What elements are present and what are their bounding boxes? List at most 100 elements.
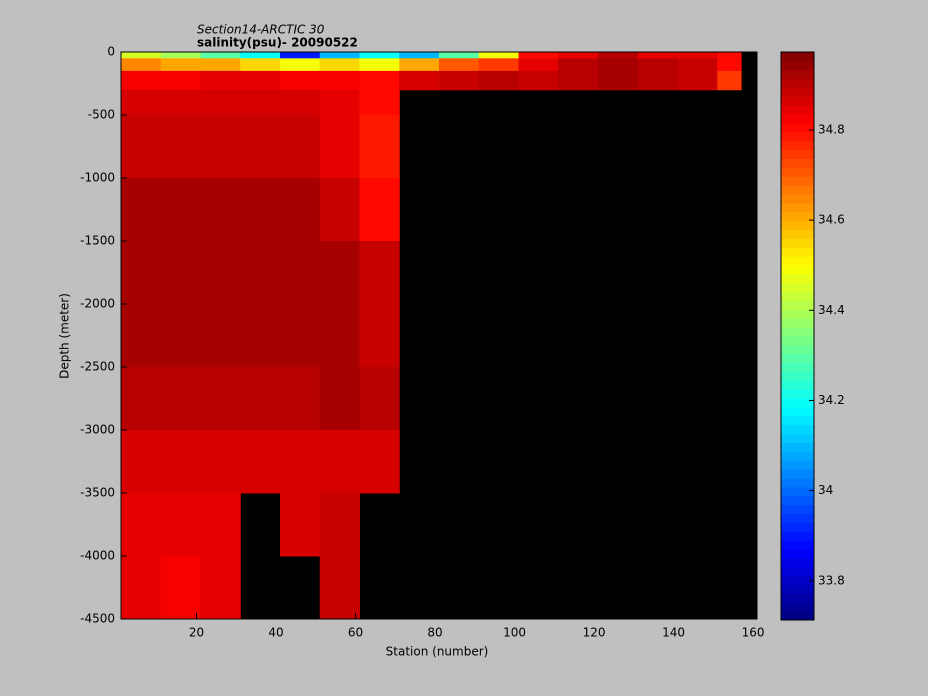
colorbar-swatch xyxy=(781,300,814,310)
colorbar-swatch xyxy=(781,309,814,319)
colorbar-swatch xyxy=(781,549,814,559)
cell xyxy=(280,58,321,72)
colorbar-swatch xyxy=(781,265,814,275)
cell xyxy=(280,241,321,305)
cell xyxy=(200,556,241,620)
x-tick-label: 160 xyxy=(742,626,765,640)
colorbar-swatch xyxy=(781,611,814,621)
cell xyxy=(280,304,321,368)
colorbar-swatch xyxy=(781,460,814,470)
cell xyxy=(240,241,281,305)
colorbar-swatch xyxy=(781,522,814,532)
colorbar-swatch xyxy=(781,211,814,222)
y-tick-label: -1500 xyxy=(80,234,115,248)
heatmap xyxy=(121,52,742,620)
colorbar-swatch xyxy=(781,602,814,612)
cell xyxy=(319,241,360,305)
cell xyxy=(240,115,281,179)
cell xyxy=(319,493,360,557)
cell xyxy=(399,58,440,72)
cell xyxy=(359,178,400,242)
cell xyxy=(359,304,400,368)
cell xyxy=(598,58,639,72)
y-tick-label: -500 xyxy=(88,108,115,122)
colorbar-swatch xyxy=(781,371,814,381)
colorbar-swatch xyxy=(781,433,814,443)
cell xyxy=(240,178,281,242)
colorbar-tick-label: 33.8 xyxy=(818,573,845,587)
colorbar-swatch xyxy=(781,353,814,364)
cell xyxy=(518,52,559,59)
cell xyxy=(121,178,162,242)
colorbar-swatch xyxy=(781,158,814,168)
cell xyxy=(637,58,678,72)
cell xyxy=(280,89,321,116)
colorbar-swatch xyxy=(781,247,814,257)
cell xyxy=(319,178,360,242)
cell xyxy=(200,367,241,431)
x-tick-label: 60 xyxy=(348,626,363,640)
cell xyxy=(240,58,281,72)
colorbar-swatch xyxy=(781,407,814,417)
colorbar-swatch xyxy=(781,478,814,488)
colorbar-swatch xyxy=(781,415,814,426)
colorbar-swatch xyxy=(781,105,814,115)
cell xyxy=(359,430,400,494)
colorbar-swatch xyxy=(781,238,814,248)
cell xyxy=(319,58,360,72)
y-tick-label: -2000 xyxy=(80,297,115,311)
colorbar-swatch xyxy=(781,513,814,523)
cell xyxy=(319,430,360,494)
cell xyxy=(359,70,400,91)
colorbar-swatch xyxy=(781,566,814,577)
colorbar-tick-label: 34.8 xyxy=(818,122,845,136)
y-tick-label: -4000 xyxy=(80,549,115,563)
y-tick-label: -2500 xyxy=(80,360,115,374)
colorbar-swatch xyxy=(781,327,814,337)
colorbar-swatch xyxy=(781,87,814,97)
colorbar-swatch xyxy=(781,344,814,355)
chart-title: Section14-ARCTIC 30 xyxy=(197,23,325,37)
colorbar-swatch xyxy=(781,531,814,541)
cell xyxy=(240,52,281,59)
x-tick-label: 140 xyxy=(662,626,685,640)
cell xyxy=(319,304,360,368)
colorbar-swatch xyxy=(781,362,814,372)
cell xyxy=(359,241,400,305)
colorbar-swatch xyxy=(781,78,814,88)
cell xyxy=(200,58,241,72)
cell xyxy=(319,115,360,179)
cell xyxy=(160,115,201,179)
cell xyxy=(637,52,678,59)
colorbar-swatch xyxy=(781,584,814,594)
cell xyxy=(280,178,321,242)
cell xyxy=(200,241,241,305)
chart-subtitle: salinity(psu)- 20090522 xyxy=(197,36,358,50)
colorbar-swatch xyxy=(781,185,814,195)
colorbar-swatch xyxy=(781,220,814,230)
cell xyxy=(717,70,742,91)
x-tick-label: 80 xyxy=(427,626,442,640)
colorbar-tick-label: 34.2 xyxy=(818,393,845,407)
cell xyxy=(598,70,639,91)
cell xyxy=(240,304,281,368)
cell xyxy=(319,556,360,620)
cell xyxy=(359,58,400,72)
colorbar-frame xyxy=(780,51,815,621)
cell xyxy=(319,367,360,431)
colorbar-swatch xyxy=(781,318,814,328)
colorbar-swatch xyxy=(781,451,814,461)
cell xyxy=(160,89,201,116)
cell xyxy=(717,52,742,59)
colorbar: 33.8 34 34.2 34.4 34.6 34.8 xyxy=(780,51,845,621)
colorbar-swatch xyxy=(781,336,814,346)
cell xyxy=(439,58,480,72)
cell xyxy=(518,58,559,72)
colorbar-swatch xyxy=(781,389,814,399)
cell xyxy=(359,89,400,116)
y-tick-label: -3500 xyxy=(80,486,115,500)
cell xyxy=(598,52,639,59)
cell xyxy=(399,52,440,59)
cell xyxy=(677,58,718,72)
